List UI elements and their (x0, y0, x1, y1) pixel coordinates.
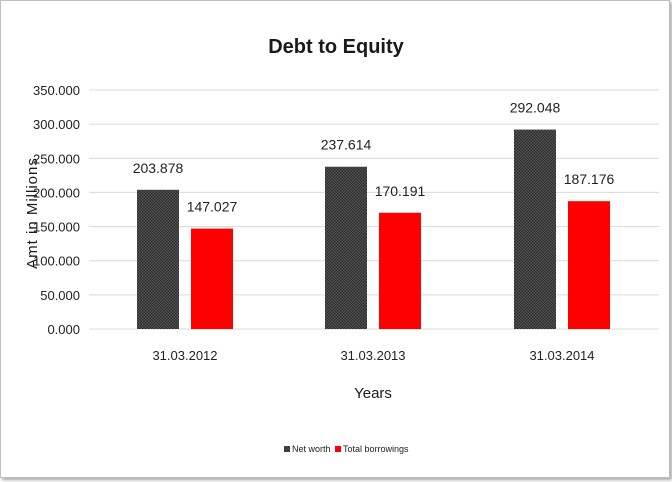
data-label-total-borrowings: 187.176 (564, 171, 615, 187)
data-label-total-borrowings: 170.191 (375, 183, 426, 199)
y-axis-label: Amt in Millions (24, 157, 41, 269)
y-tick-label: 250.000 (33, 151, 80, 166)
chart-title: Debt to Equity (268, 36, 404, 58)
legend-label-net-worth: Net worth (292, 444, 331, 454)
x-tick-label: 31.03.2013 (340, 348, 405, 363)
bar-net-worth (325, 166, 367, 329)
x-tick-label: 31.03.2012 (152, 348, 217, 363)
bar-total-borrowings (191, 228, 233, 329)
y-tick-label: 150.000 (33, 220, 80, 235)
legend-swatch-total-borrowings (335, 446, 341, 452)
data-label-total-borrowings: 147.027 (187, 199, 238, 215)
y-tick-label: 100.000 (33, 254, 80, 269)
x-axis-label: Years (354, 385, 392, 402)
data-label-net-worth: 203.878 (133, 160, 184, 176)
y-tick-label: 200.000 (33, 185, 80, 200)
data-label-net-worth: 237.614 (321, 137, 372, 153)
legend-label-total-borrowings: Total borrowings (343, 444, 409, 454)
y-tick-label: 350.000 (33, 83, 80, 98)
y-tick-label: 0.000 (47, 322, 80, 337)
y-tick-label: 50.000 (40, 288, 80, 303)
bar-total-borrowings (379, 212, 421, 329)
bar-total-borrowings (568, 201, 610, 329)
bar-net-worth (514, 129, 556, 329)
x-tick-label: 31.03.2014 (529, 348, 594, 363)
bar-net-worth (137, 189, 179, 329)
y-tick-label: 300.000 (33, 117, 80, 132)
legend-swatch-net-worth (284, 446, 290, 452)
data-label-net-worth: 292.048 (510, 100, 561, 116)
